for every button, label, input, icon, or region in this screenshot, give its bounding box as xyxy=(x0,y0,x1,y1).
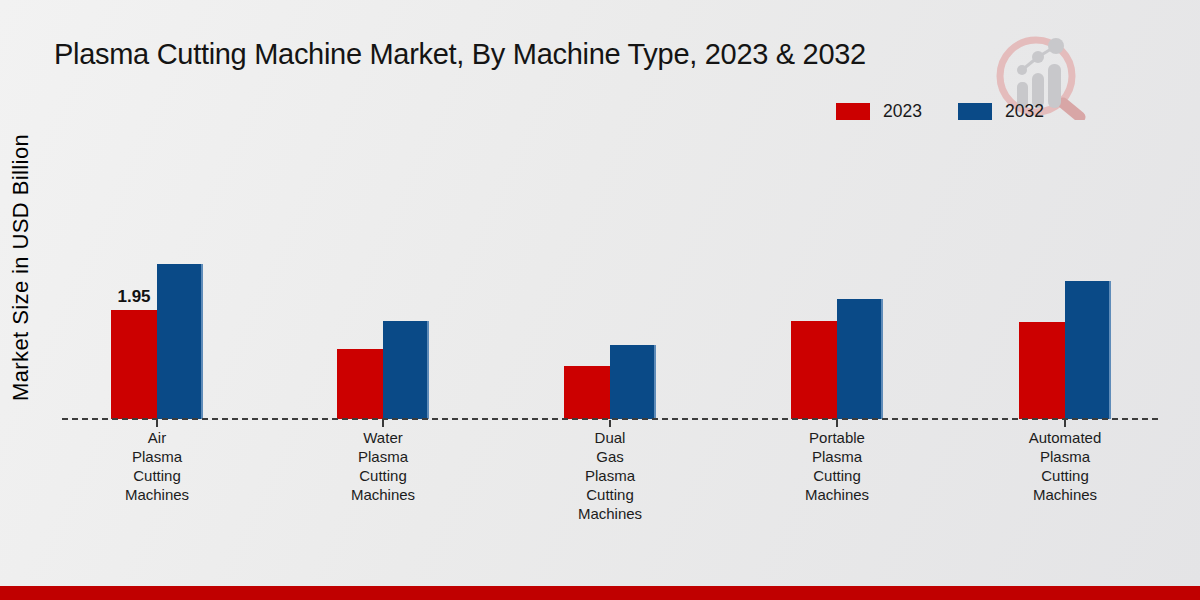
chart-title: Plasma Cutting Machine Market, By Machin… xyxy=(54,38,866,71)
category-label: AutomatedPlasmaCuttingMachines xyxy=(985,428,1145,504)
y-axis-label: Market Size in USD Billion xyxy=(8,95,34,440)
bar-2023-category-2 xyxy=(564,366,610,419)
category-label: PortablePlasmaCuttingMachines xyxy=(757,428,917,504)
legend-label: 2023 xyxy=(883,101,922,122)
legend-item-2032: 2032 xyxy=(958,101,1044,122)
bar-2023-category-3 xyxy=(791,321,837,419)
plot-area: AirPlasmaCuttingMachines WaterPlasmaCutti… xyxy=(0,0,1200,600)
bar-2023-category-1 xyxy=(337,349,383,419)
bar-2032-category-4 xyxy=(1065,281,1111,419)
legend: 2023 2032 xyxy=(836,101,1044,122)
legend-label: 2032 xyxy=(1005,101,1044,122)
x-axis-tick xyxy=(1064,420,1066,427)
bar-2023-category-4 xyxy=(1019,322,1065,419)
legend-swatch xyxy=(836,103,870,120)
x-axis-tick xyxy=(836,420,838,427)
category-label: WaterPlasmaCuttingMachines xyxy=(303,428,463,504)
x-axis-tick xyxy=(382,420,384,427)
bar-value-label: 1.95 xyxy=(94,287,174,307)
category-label: DualGasPlasmaCuttingMachines xyxy=(530,428,690,523)
bar-2032-category-1 xyxy=(383,321,429,419)
chart-canvas: Plasma Cutting Machine Market, By Machin… xyxy=(0,0,1200,600)
legend-swatch xyxy=(958,103,992,120)
bar-2023-category-0 xyxy=(111,310,157,419)
bar-2032-category-2 xyxy=(610,345,656,419)
category-label: AirPlasmaCuttingMachines xyxy=(77,428,237,504)
bar-2032-category-3 xyxy=(837,299,883,419)
footer-accent-band xyxy=(0,586,1200,600)
legend-item-2023: 2023 xyxy=(836,101,922,122)
x-axis-tick xyxy=(609,420,611,427)
x-axis-tick xyxy=(156,420,158,427)
